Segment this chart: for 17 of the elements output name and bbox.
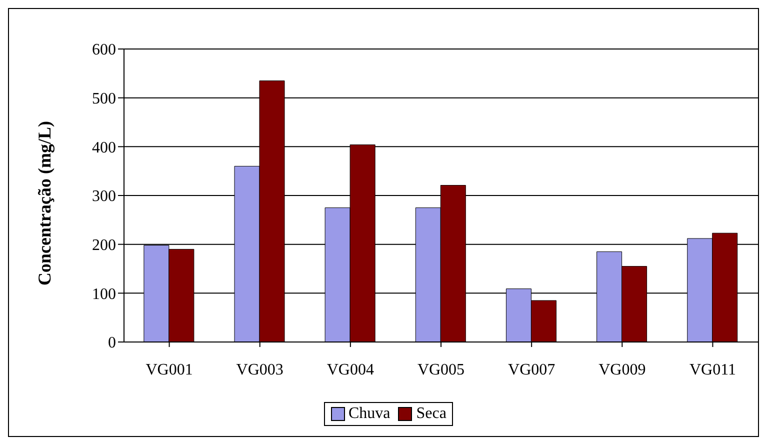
x-tick-label: VG011	[689, 361, 736, 378]
legend-label: Chuva	[348, 405, 390, 423]
x-tick-label: VG001	[146, 361, 193, 378]
x-tick-label: VG009	[598, 361, 646, 378]
y-tick-label: 0	[108, 334, 116, 352]
y-tick-label: 200	[92, 237, 116, 254]
y-tick-label: 600	[92, 42, 116, 59]
legend-label: Seca	[415, 405, 446, 423]
y-tick-label: 500	[92, 90, 116, 108]
x-tick-label: VG007	[508, 361, 556, 378]
y-tick-label: 300	[92, 188, 116, 206]
x-tick-label: VG004	[326, 361, 374, 378]
x-tick-label: VG005	[417, 361, 465, 378]
y-axis-title: Concentração (mg/L)	[34, 121, 54, 286]
x-tick-label: VG003	[236, 361, 284, 378]
y-tick-label: 100	[92, 286, 116, 303]
y-tick-label: 400	[92, 139, 116, 156]
